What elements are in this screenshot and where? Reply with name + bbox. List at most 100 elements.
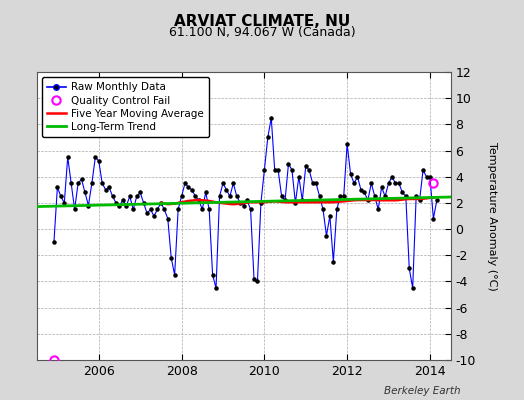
Point [84, 202, 93, 209]
Point [401, 193, 410, 200]
Point [326, 213, 334, 219]
Point [312, 180, 320, 186]
Point [177, 193, 185, 200]
Point [298, 197, 307, 204]
Point [305, 167, 313, 173]
Point [60, 200, 69, 206]
Point [57, 193, 65, 200]
Point [139, 200, 148, 206]
Point [367, 180, 376, 186]
Point [215, 193, 224, 200]
Point [191, 193, 200, 200]
Text: ARVIAT CLIMATE, NU: ARVIAT CLIMATE, NU [174, 14, 350, 29]
Text: 61.100 N, 94.067 W (Canada): 61.100 N, 94.067 W (Canada) [169, 26, 355, 39]
Point [102, 187, 110, 193]
Point [388, 174, 396, 180]
Point [350, 180, 358, 186]
Point [398, 189, 407, 196]
Point [136, 189, 144, 196]
Point [94, 158, 103, 164]
Point [205, 206, 213, 213]
Point [167, 255, 176, 261]
Point [281, 197, 289, 204]
Point [288, 167, 296, 173]
Point [409, 285, 417, 291]
Text: Berkeley Earth: Berkeley Earth [385, 386, 461, 396]
Point [150, 213, 158, 219]
Point [119, 197, 127, 204]
Point [267, 115, 276, 121]
Point [370, 193, 379, 200]
Point [163, 216, 172, 222]
Point [319, 206, 327, 213]
Legend: Raw Monthly Data, Quality Control Fail, Five Year Moving Average, Long-Term Tren: Raw Monthly Data, Quality Control Fail, … [42, 77, 209, 137]
Point [285, 160, 293, 167]
Point [81, 189, 89, 196]
Point [236, 200, 244, 206]
Point [170, 272, 179, 278]
Point [360, 189, 368, 196]
Point [416, 197, 424, 204]
Point [343, 141, 351, 147]
Point [329, 259, 337, 265]
Point [108, 193, 117, 200]
Point [270, 167, 279, 173]
Point [74, 180, 82, 186]
Point [309, 180, 317, 186]
Point [274, 167, 282, 173]
Point [70, 206, 79, 213]
Point [63, 154, 72, 160]
Point [174, 206, 182, 213]
Point [50, 239, 58, 245]
Point [353, 174, 362, 180]
Point [405, 265, 413, 272]
Point [105, 184, 113, 190]
Point [146, 206, 155, 213]
Point [143, 210, 151, 216]
Point [246, 206, 255, 213]
Point [198, 206, 206, 213]
Point [91, 154, 100, 160]
Point [412, 193, 420, 200]
Point [391, 180, 400, 186]
Point [257, 200, 265, 206]
Point [181, 180, 189, 186]
Point [122, 202, 130, 209]
Point [340, 193, 348, 200]
Point [429, 216, 438, 222]
Point [333, 206, 341, 213]
Point [364, 197, 372, 204]
Point [315, 193, 324, 200]
Point [253, 278, 261, 285]
Point [126, 193, 134, 200]
Point [129, 206, 137, 213]
Point [425, 174, 434, 180]
Point [322, 232, 331, 239]
Point [277, 193, 286, 200]
Point [233, 193, 241, 200]
Point [222, 187, 231, 193]
Point [88, 180, 96, 186]
Point [202, 189, 210, 196]
Point [112, 200, 120, 206]
Point [53, 184, 61, 190]
Point [336, 193, 344, 200]
Point [188, 187, 196, 193]
Point [115, 202, 124, 209]
Point [184, 184, 193, 190]
Point [264, 134, 272, 141]
Point [209, 272, 217, 278]
Point [160, 206, 169, 213]
Point [243, 197, 252, 204]
Point [381, 193, 389, 200]
Point [194, 197, 203, 204]
Point [395, 180, 403, 186]
Point [250, 276, 258, 282]
Point [226, 193, 234, 200]
Point [422, 174, 431, 180]
Point [301, 163, 310, 170]
Point [212, 285, 220, 291]
Point [157, 200, 165, 206]
Point [294, 174, 303, 180]
Point [346, 171, 355, 177]
